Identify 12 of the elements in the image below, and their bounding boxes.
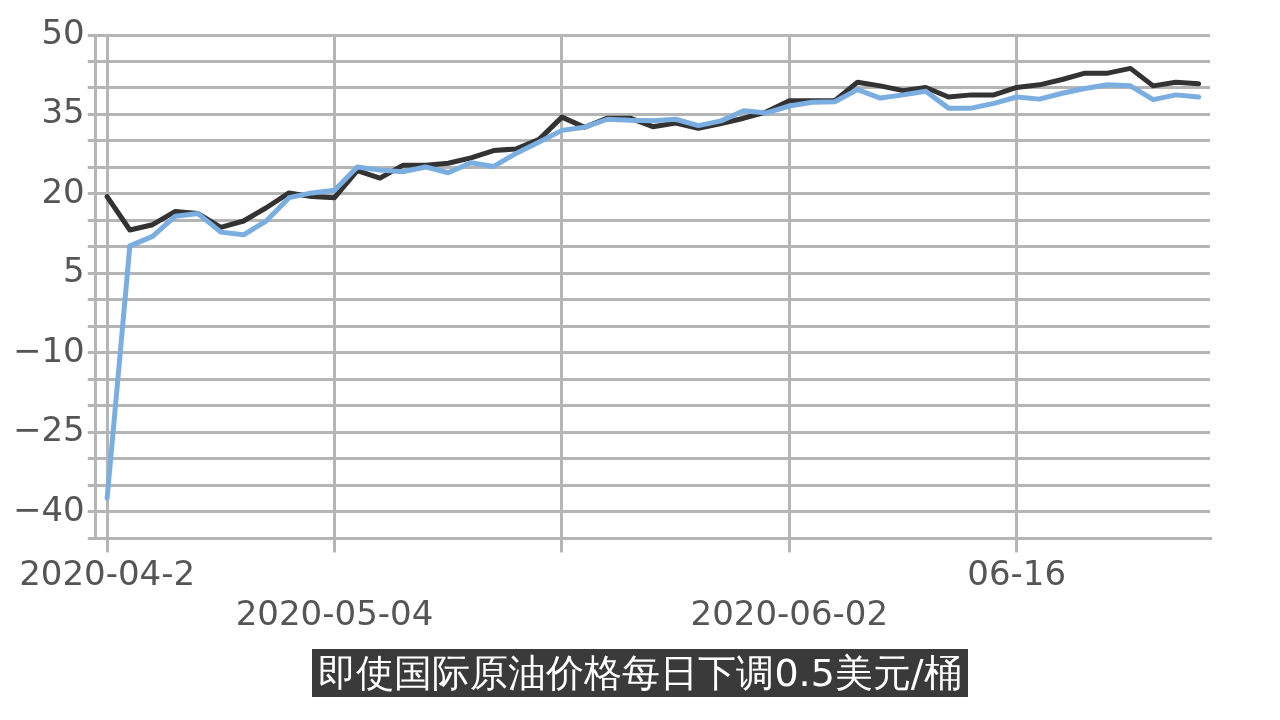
x-tick-label: 2020-04-2: [19, 552, 196, 593]
y-tick-label: 50: [41, 11, 85, 52]
x-tick-label: 2020-06-02: [690, 593, 889, 634]
y-tick-label: −25: [12, 409, 85, 450]
text: 即使国际原油价格每日下调0.5美元/桶: [312, 649, 968, 697]
x-tick-label: 06-16: [967, 552, 1067, 593]
y-tick-label: 20: [41, 170, 85, 211]
y-tick-label: −10: [12, 329, 85, 370]
y-tick-label: 35: [41, 91, 85, 132]
y-tick-label: −40: [12, 488, 85, 529]
y-tick-label: 5: [63, 250, 85, 291]
x-tick-label: 2020-05-04: [235, 593, 434, 634]
